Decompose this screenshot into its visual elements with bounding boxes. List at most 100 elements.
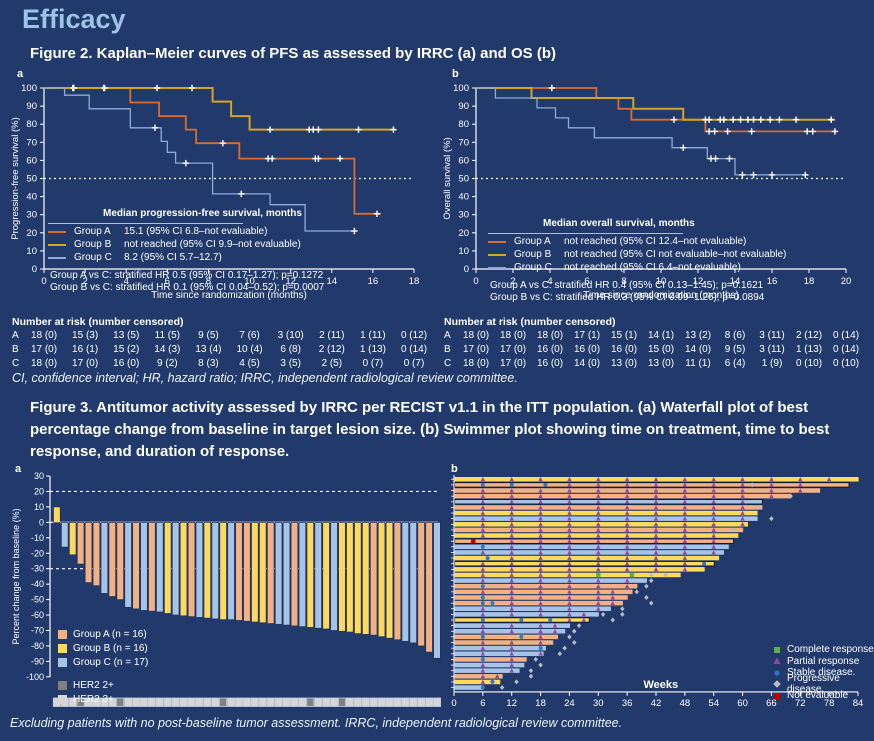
marker-pr <box>711 482 716 487</box>
her2-status-square-3+ <box>235 697 243 707</box>
marker-pr <box>596 521 601 527</box>
legend-group-name: Group C <box>74 251 112 263</box>
her2-status-square-3+ <box>179 697 188 707</box>
marker-pd <box>634 589 639 595</box>
marker-pr <box>480 566 486 572</box>
risk-cell: 16 (0) <box>536 344 564 355</box>
risk-cell: 0 (7) <box>362 358 384 369</box>
x-tick-label: 54 <box>708 698 719 709</box>
marker-pr <box>581 617 587 622</box>
marker-pd <box>567 634 572 640</box>
marker-pd <box>528 673 534 679</box>
marker-pr <box>509 645 514 651</box>
x-tick-label: 10 <box>244 276 255 287</box>
km-pfs-legend: Median progression-free survival, months… <box>48 208 348 295</box>
marker-pr <box>567 566 572 572</box>
risk-cell: 11 (1) <box>685 358 711 369</box>
waterfall-bar-group-C <box>100 521 109 594</box>
swimmer-bar-group-C <box>454 499 763 505</box>
her2-status-square-3+ <box>266 697 275 707</box>
risk-cell: 16 (0) <box>113 358 140 369</box>
waterfall-bar-group-B <box>338 521 346 632</box>
waterfall-bar-group-C <box>433 521 441 659</box>
waterfall-bar-group-B <box>322 521 330 630</box>
risk-cell: 15 (1) <box>610 330 638 341</box>
risk-cell: 16 (0) <box>536 358 564 369</box>
swimmer-bar-group-B <box>454 533 739 538</box>
legend-group-name: Group C <box>514 261 552 273</box>
x-tick-label: 72 <box>795 698 806 709</box>
swimmer-legend-label: Progressive disease <box>787 673 840 696</box>
waterfall-bar-group-C <box>401 521 410 642</box>
her2-status-square-3+ <box>417 697 426 707</box>
km-curve-group-b <box>476 87 835 121</box>
her2-status-square-3+ <box>250 697 259 707</box>
waterfall-bar-group-B <box>354 521 362 634</box>
marker-pr <box>682 521 688 527</box>
marker-pr <box>596 583 601 589</box>
marker-pr <box>682 555 688 560</box>
waterfall-chart: 30 20 10 0 -10 -20 -30 -40 -50 -60 -70 -80 -90 -100 Pe… <box>11 471 441 707</box>
waterfall-bar-group-B <box>203 521 212 619</box>
marker-pr <box>509 651 514 656</box>
marker-pr <box>740 521 745 527</box>
marker-pr <box>711 510 716 515</box>
marker-pr <box>480 572 486 577</box>
swimmer-bar-group-A <box>454 589 633 595</box>
her2-status-square-3+ <box>132 697 140 707</box>
x-tick-label: 12 <box>506 698 517 709</box>
marker-pr <box>567 572 572 577</box>
marker-pr <box>538 516 543 521</box>
km-curve-group-a <box>476 87 837 133</box>
marker-sd <box>538 646 543 651</box>
swimmer-legend-row: Not evaluable <box>772 690 874 702</box>
marker-pd <box>499 685 505 691</box>
legend-median-value: 8.2 (95% CI 5.7–12.7) <box>124 251 222 263</box>
marker-pr <box>610 600 615 606</box>
x-tick-label: 2 <box>82 276 87 287</box>
x-tick-label: 0 <box>473 276 478 287</box>
marker-pr <box>624 527 630 532</box>
swimmer-bar-group-A <box>454 493 792 499</box>
x-tick-label: 30 <box>593 698 604 709</box>
risk-row-label: A <box>444 330 451 341</box>
x-tick-label: 14 <box>730 276 741 287</box>
marker-pr <box>480 651 486 656</box>
swimmer-bar-group-C <box>454 629 566 634</box>
legend-line-swatch <box>488 253 506 257</box>
marker-pr <box>682 550 688 555</box>
marker-pr <box>567 505 572 510</box>
marker-pr <box>653 550 659 555</box>
her2-status-square-3+ <box>314 697 323 707</box>
her2-status-square-3+ <box>361 697 370 707</box>
legend-line-swatch <box>48 243 66 247</box>
marker-pr <box>509 668 514 673</box>
y-tick-label: 30 <box>34 471 44 481</box>
marker-ne <box>471 538 476 544</box>
marker-pr <box>682 505 688 510</box>
y-tick-label: -40 <box>31 579 44 589</box>
page-title: Efficacy <box>22 4 126 34</box>
marker-pr <box>682 488 688 493</box>
marker-pr <box>711 521 716 527</box>
marker-pd <box>533 656 538 662</box>
her2-status-square-3+ <box>409 697 418 707</box>
risk-cell: 9 (5) <box>198 330 219 341</box>
swimmer-bar-group-B <box>454 510 758 516</box>
marker-pr <box>624 561 630 566</box>
marker-pr <box>480 533 486 538</box>
marker-pd <box>644 583 649 589</box>
marker-pr <box>596 606 601 611</box>
y-tick-label: 90 <box>458 101 469 112</box>
risk-cell: 18 (0) <box>30 330 58 341</box>
marker-pr <box>624 566 630 572</box>
y-tick-label: -10 <box>31 533 44 543</box>
marker-pr <box>480 505 486 510</box>
her2-status-square-2+ <box>76 697 85 707</box>
swimmer-bar-group-C <box>454 612 599 617</box>
marker-pr <box>480 589 486 594</box>
marker-pr <box>567 583 572 589</box>
y-tick-label: -80 <box>31 641 44 651</box>
marker-pr <box>567 578 572 583</box>
marker-pr <box>653 538 659 544</box>
